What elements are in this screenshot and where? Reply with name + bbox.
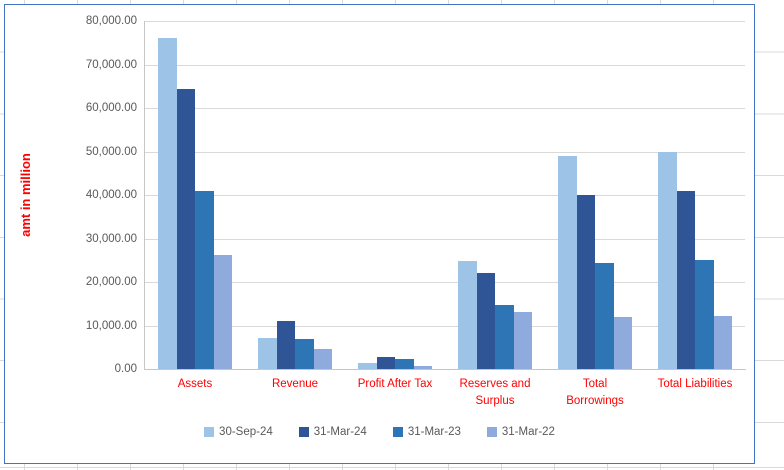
y-tick-label[interactable]: 60,000.00 bbox=[85, 102, 137, 114]
bar-revenue-31-mar-22[interactable] bbox=[313, 349, 332, 369]
category-label-total-borrowings[interactable]: Total Borrowings bbox=[566, 378, 624, 407]
bar-revenue-31-mar-24[interactable] bbox=[276, 321, 295, 369]
y-axis-line bbox=[144, 21, 145, 370]
legend-item-30-sep-24[interactable]: 30-Sep-24 bbox=[204, 426, 273, 438]
bar-total-liabilities-31-mar-23[interactable] bbox=[695, 260, 714, 369]
gridline bbox=[145, 195, 745, 196]
x-axis-category-labels: Assets Revenue Profit After Tax Reserves an… bbox=[145, 376, 745, 409]
y-tick-label[interactable]: 50,000.00 bbox=[85, 145, 137, 158]
y-tick-label[interactable]: 40,000.00 bbox=[85, 189, 137, 201]
gridline bbox=[145, 108, 745, 109]
bar-total-borrowings-30-sep-24[interactable] bbox=[558, 155, 577, 369]
legend-label: 31-Mar-23 bbox=[407, 426, 461, 438]
category-label-reserves-and-surplus[interactable]: Reserves and Surplus bbox=[459, 378, 531, 407]
bar-assets-30-sep-24[interactable] bbox=[158, 38, 177, 369]
bar-total-liabilities-31-mar-24[interactable] bbox=[676, 190, 695, 369]
bar-reserves-and-surplus-31-mar-24[interactable] bbox=[476, 273, 495, 369]
bar-group-profit-after-tax bbox=[345, 21, 445, 369]
bar-reserves-and-surplus-30-sep-24[interactable] bbox=[458, 261, 477, 369]
y-tick-label[interactable]: 10,000.00 bbox=[85, 319, 137, 332]
bar-profit-after-tax-30-sep-24[interactable] bbox=[358, 363, 377, 369]
legend-item-31-mar-22[interactable]: 31-Mar-22 bbox=[486, 426, 555, 438]
bar-revenue-31-mar-23[interactable] bbox=[295, 338, 314, 369]
legend-swatch-icon bbox=[204, 427, 215, 437]
bar-total-borrowings-31-mar-23[interactable] bbox=[595, 262, 614, 369]
gridline bbox=[145, 325, 745, 327]
legend-label: 31-Mar-24 bbox=[313, 426, 367, 438]
legend-label: 31-Mar-22 bbox=[501, 426, 555, 438]
legend-swatch-icon bbox=[486, 427, 497, 437]
legend-item-31-mar-24[interactable]: 31-Mar-24 bbox=[298, 426, 367, 438]
gridline bbox=[145, 282, 745, 283]
legend-swatch-icon bbox=[392, 427, 403, 437]
y-tick-label[interactable]: 80,000.00 bbox=[85, 15, 137, 27]
bar-revenue-30-sep-24[interactable] bbox=[258, 337, 277, 369]
bar-assets-31-mar-23[interactable] bbox=[195, 190, 214, 369]
bar-total-liabilities-30-sep-24[interactable] bbox=[658, 151, 677, 369]
plot-area bbox=[145, 21, 745, 369]
category-label-total-liabilities[interactable]: Total Liabilities bbox=[657, 378, 733, 390]
y-tick-label[interactable]: 30,000.00 bbox=[85, 232, 137, 245]
legend-item-31-mar-23[interactable]: 31-Mar-23 bbox=[392, 426, 461, 438]
bar-total-borrowings-31-mar-24[interactable] bbox=[576, 195, 595, 369]
bar-profit-after-tax-31-mar-22[interactable] bbox=[413, 365, 432, 369]
legend-swatch-icon bbox=[298, 427, 309, 437]
y-tick-label[interactable]: 0.00 bbox=[114, 363, 137, 375]
y-axis-title[interactable]: amt in million bbox=[18, 153, 33, 237]
legend-label: 30-Sep-24 bbox=[219, 426, 273, 438]
category-label-profit-after-tax[interactable]: Profit After Tax bbox=[357, 378, 433, 390]
bar-assets-31-mar-24[interactable] bbox=[176, 89, 195, 369]
bar-profit-after-tax-31-mar-24[interactable] bbox=[376, 357, 395, 369]
bar-total-borrowings-31-mar-22[interactable] bbox=[613, 316, 632, 369]
category-label-revenue[interactable]: Revenue bbox=[271, 378, 319, 390]
gridline bbox=[145, 238, 745, 240]
bar-profit-after-tax-31-mar-23[interactable] bbox=[395, 359, 414, 369]
chart-object[interactable]: amt in million 0.00 10,000.00 20,000.00 30,… bbox=[4, 4, 755, 464]
worksheet-gridline bbox=[0, 467, 784, 468]
bar-group-total-liabilities bbox=[645, 21, 745, 369]
bar-total-liabilities-31-mar-22[interactable] bbox=[713, 315, 732, 369]
gridline bbox=[145, 151, 745, 153]
bar-group-revenue bbox=[245, 21, 345, 369]
bar-series-area bbox=[145, 21, 745, 369]
bar-group-reserves-and-surplus bbox=[445, 21, 545, 369]
x-axis-line bbox=[145, 369, 746, 370]
bar-group-total-borrowings bbox=[545, 21, 645, 369]
bar-assets-31-mar-22[interactable] bbox=[213, 254, 232, 369]
gridline bbox=[145, 64, 745, 66]
y-tick-label[interactable]: 70,000.00 bbox=[85, 58, 137, 71]
legend: 30-Sep-24 31-Mar-24 31-Mar-23 31-Mar-22 bbox=[5, 426, 754, 438]
bar-reserves-and-surplus-31-mar-23[interactable] bbox=[495, 304, 514, 369]
category-label-assets[interactable]: Assets bbox=[177, 378, 213, 390]
y-tick-label[interactable]: 20,000.00 bbox=[85, 276, 137, 288]
bar-reserves-and-surplus-31-mar-22[interactable] bbox=[513, 312, 532, 369]
bar-group-assets bbox=[145, 21, 245, 369]
gridline bbox=[145, 21, 745, 22]
